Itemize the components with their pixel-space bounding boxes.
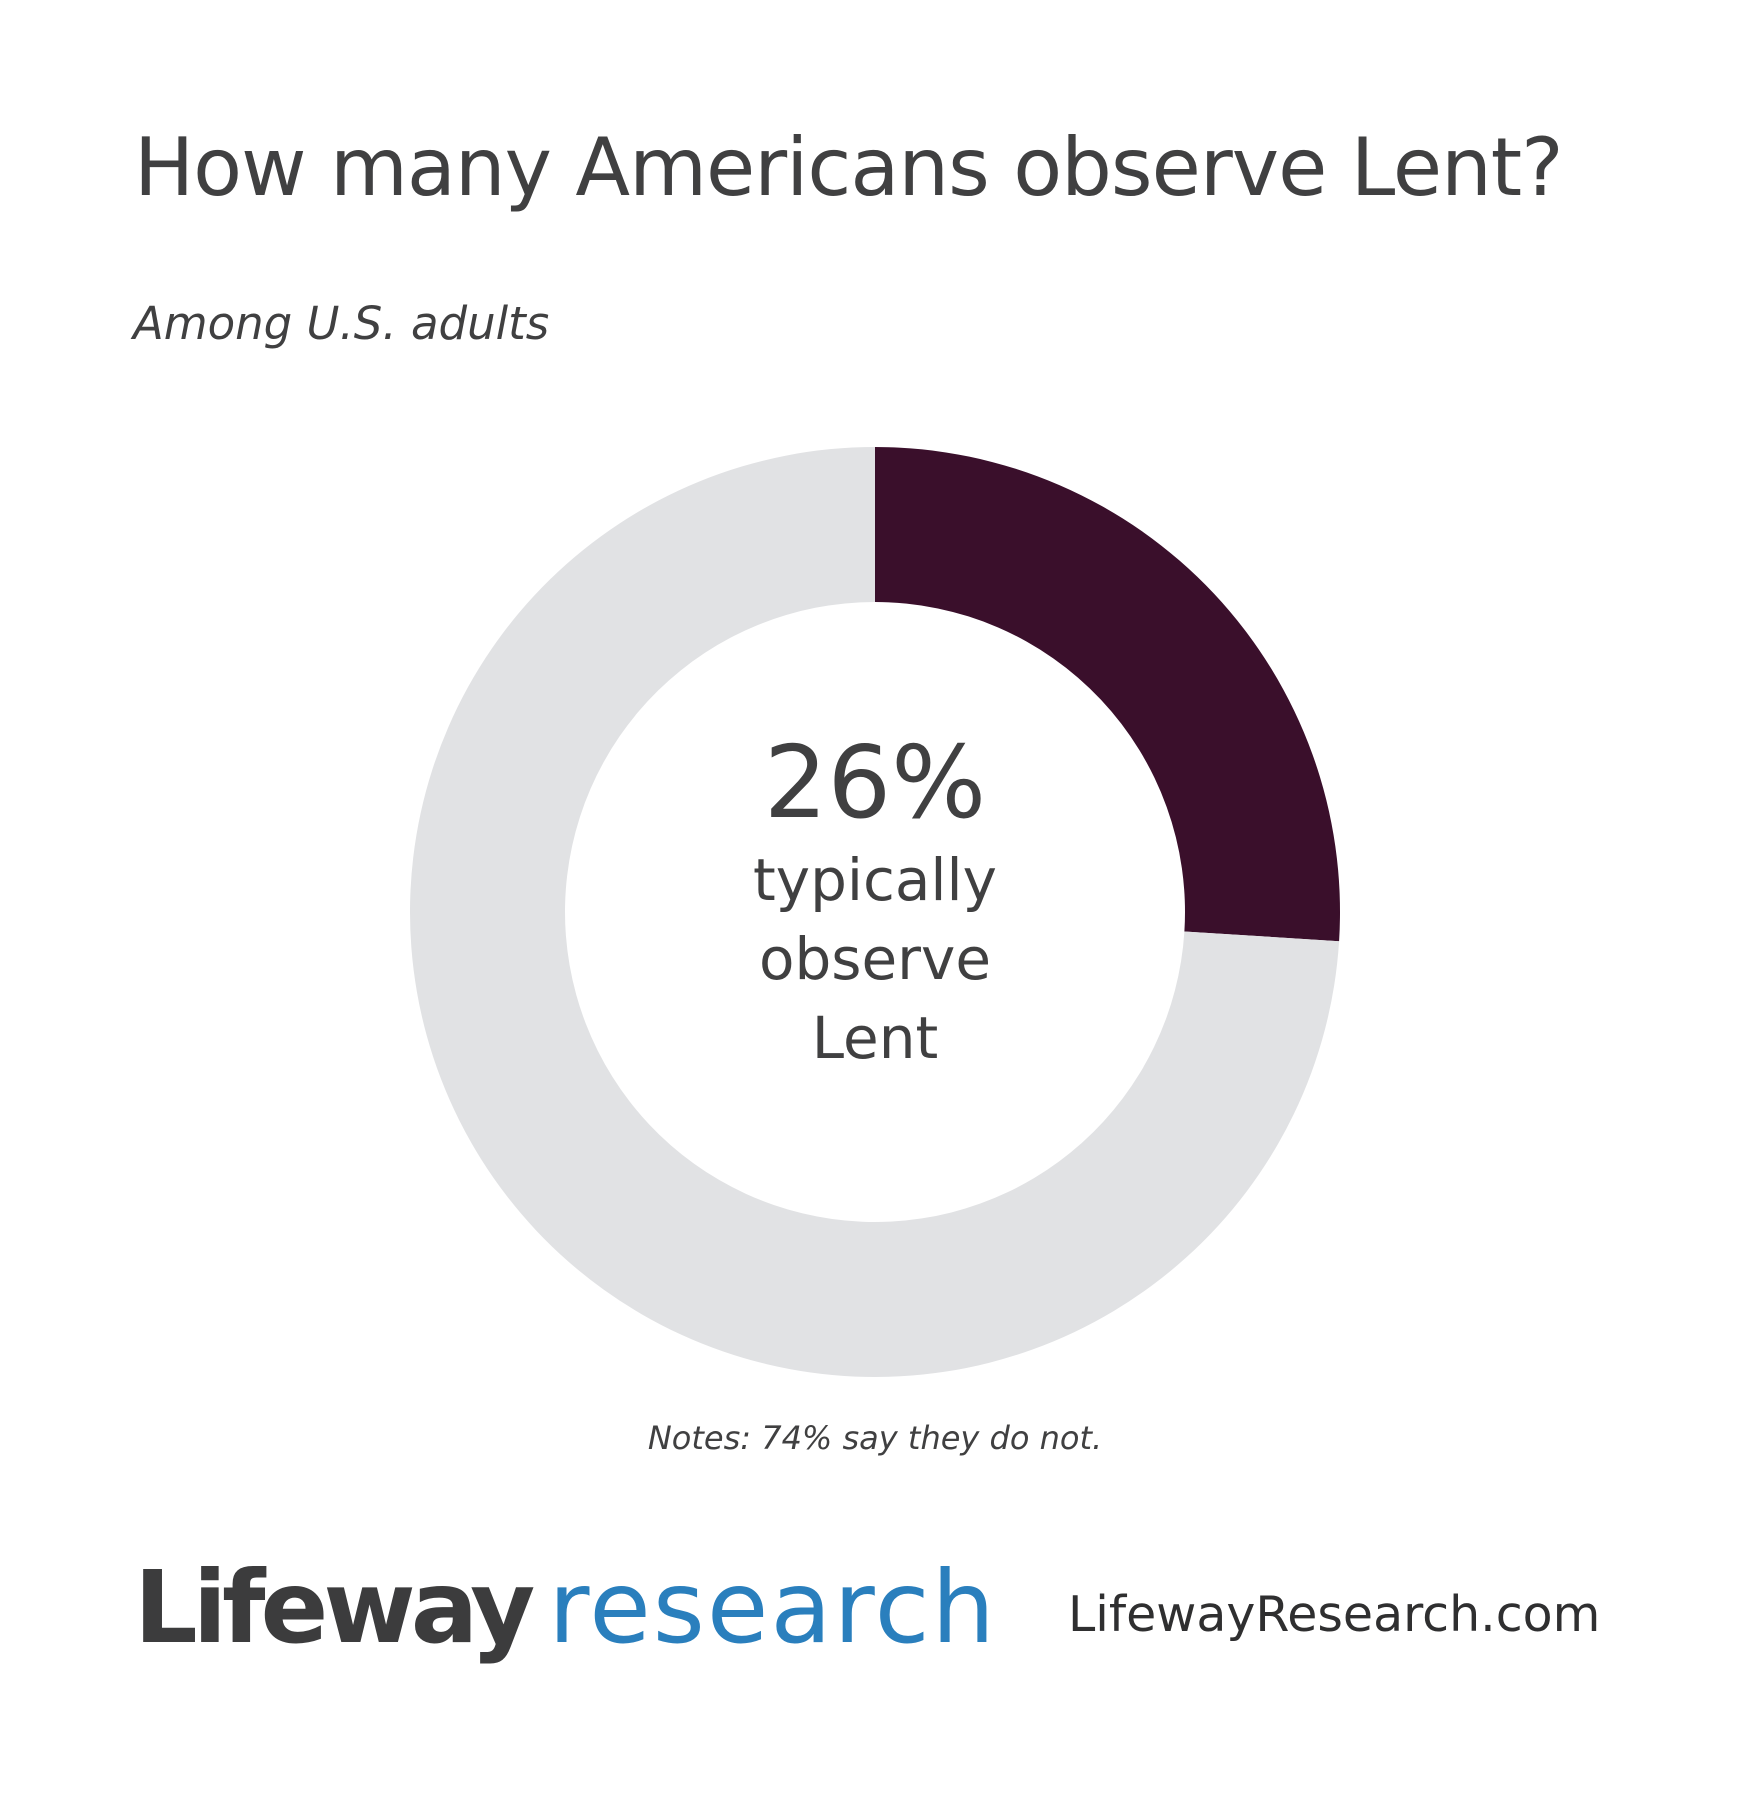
center-label-line-3: Lent [811,1004,939,1072]
lifeway-research-logo: Lifeway research [134,1548,997,1668]
chart-subtitle: Among U.S. adults [133,297,550,350]
logo-research: research [548,1549,997,1666]
chart-title: How many Americans observe Lent? [134,121,1564,214]
donut-slices [409,447,1340,1377]
center-label-line-2: observe [758,925,992,993]
center-label: typically observe Lent [575,841,1175,1078]
center-label-line-1: typically [753,846,997,914]
website-url: LifewayResearch.com [1068,1586,1601,1643]
chart-note: Notes: 74% say they do not. [647,1419,1103,1457]
donut-slice-2 [409,447,1340,1377]
logo-lifeway: Lifeway [134,1549,535,1666]
donut-slice-1 [875,447,1340,942]
center-value: 26% [763,724,987,841]
